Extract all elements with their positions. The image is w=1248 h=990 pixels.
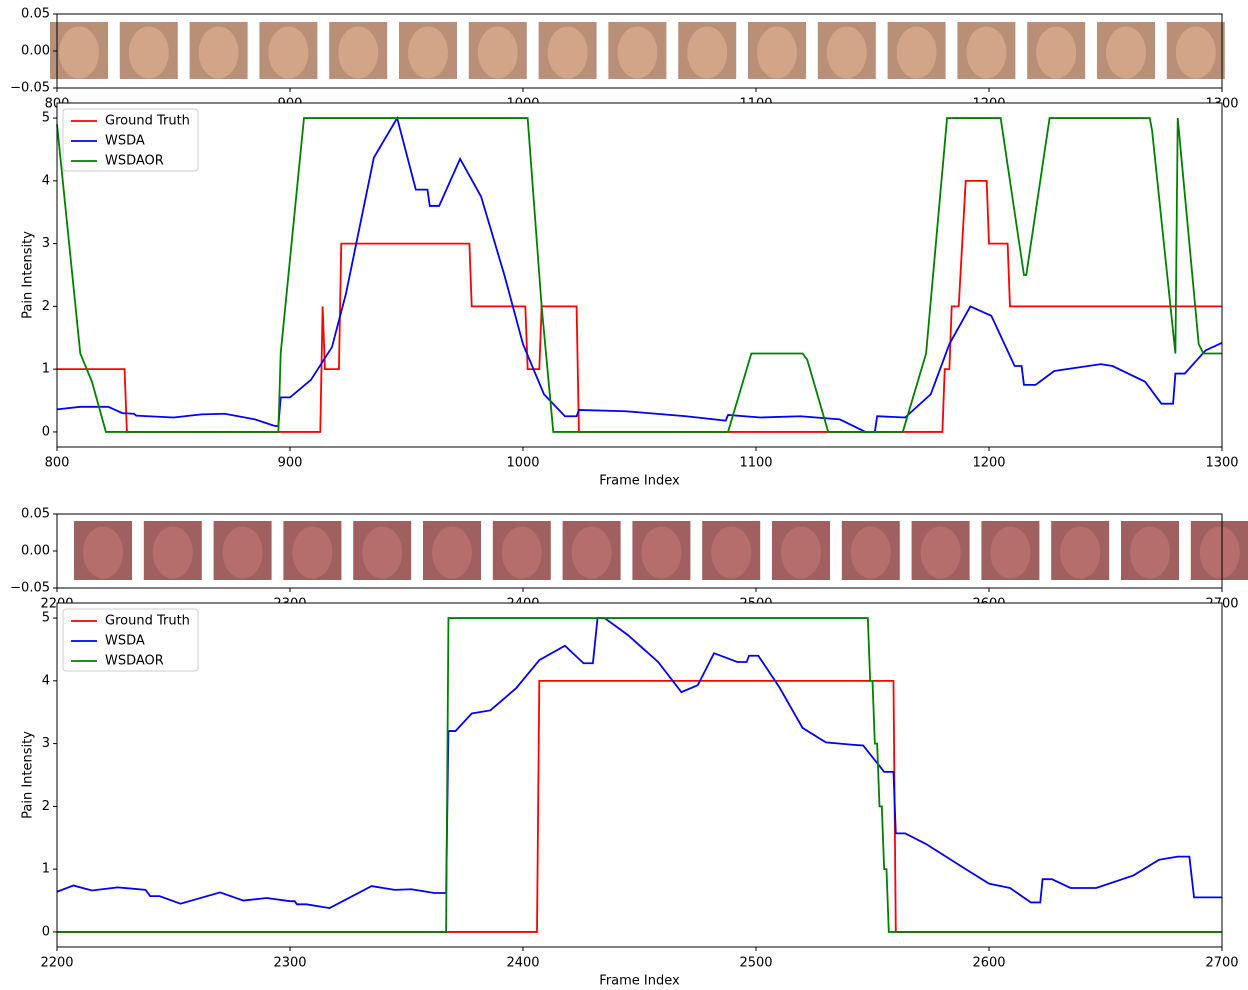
x-tick-label: 2400 — [506, 956, 539, 971]
x-axis-label: Frame Index — [599, 474, 680, 489]
face-shape — [966, 26, 1007, 79]
series-line — [57, 617, 1222, 933]
face-shape — [617, 26, 658, 79]
y-tick-label: 1 — [42, 862, 50, 877]
face-shape — [1175, 26, 1216, 79]
y-tick-label: 0 — [42, 424, 50, 439]
legend-label: Ground Truth — [105, 614, 190, 629]
y-axis-label: Pain Intensity — [21, 731, 36, 819]
y-tick-label: 0 — [42, 924, 50, 939]
y-tick-label: −0.05 — [10, 81, 50, 96]
face-shape — [432, 526, 472, 579]
x-tick-label: 1300 — [1205, 456, 1238, 471]
x-tick-label: 2300 — [273, 956, 306, 971]
face-shape — [268, 26, 309, 79]
face-shape — [152, 526, 193, 579]
series-line — [56, 115, 1223, 433]
y-tick-label: 1 — [42, 362, 50, 377]
face-shape — [1130, 526, 1170, 579]
face-shape — [501, 526, 542, 579]
face-shape — [920, 526, 961, 579]
plot-area — [57, 603, 1222, 947]
series-line — [56, 117, 1222, 433]
x-tick-label: 1100 — [739, 456, 772, 471]
face-shape — [408, 26, 448, 79]
x-tick-label: 900 — [278, 456, 303, 471]
legend-label: WSDA — [105, 134, 145, 149]
legend-box — [62, 108, 199, 172]
x-tick-label: 1200 — [972, 456, 1005, 471]
face-shape — [826, 26, 867, 79]
face-shape — [990, 526, 1031, 579]
face-shape — [292, 526, 333, 579]
x-tick-label: 2500 — [739, 956, 772, 971]
face-shape — [222, 526, 263, 579]
face-shape — [83, 526, 123, 579]
axes-frame — [56, 102, 1223, 448]
face-shape — [896, 26, 937, 79]
y-tick-label: −0.05 — [10, 581, 50, 596]
face-shape — [547, 26, 588, 79]
face-shape — [850, 526, 891, 579]
face-shape — [571, 526, 612, 579]
series-line — [56, 617, 1222, 910]
face-shape — [1199, 526, 1240, 579]
x-tick-label: 2200 — [40, 956, 73, 971]
face-shape — [59, 26, 99, 79]
plot-area — [57, 103, 1222, 447]
y-tick-label: 3 — [42, 236, 50, 251]
face-shape — [1036, 26, 1077, 79]
face-shape — [128, 26, 169, 79]
y-tick-label: 0.05 — [21, 507, 50, 522]
y-tick-label: 5 — [42, 111, 50, 126]
y-tick-label: 0.00 — [21, 544, 50, 559]
y-tick-label: 2 — [42, 799, 50, 814]
legend-label: WSDA — [105, 634, 145, 649]
legend-label: Ground Truth — [105, 114, 190, 129]
legend-box — [62, 608, 199, 672]
x-tick-label: 2700 — [1205, 956, 1238, 971]
legend: Ground Truth WSDA WSDAOR — [62, 108, 199, 172]
face-shape — [757, 26, 797, 79]
y-axis-label: Pain Intensity — [21, 231, 36, 319]
face-shape — [198, 26, 239, 79]
face-shape — [781, 526, 821, 579]
x-tick-label: 2600 — [972, 956, 1005, 971]
legend: Ground Truth WSDA WSDAOR — [62, 608, 199, 672]
face-shape — [687, 26, 728, 79]
y-tick-label: 4 — [42, 673, 50, 688]
legend-label: WSDAOR — [105, 154, 164, 169]
y-tick-label: 5 — [42, 611, 50, 626]
x-tick-label: 1000 — [506, 456, 539, 471]
x-tick-label: 800 — [45, 456, 70, 471]
x-axis-label: Frame Index — [599, 974, 680, 989]
face-shape — [711, 526, 752, 579]
y-tick-label: 2 — [42, 299, 50, 314]
y-tick-label: 4 — [42, 173, 50, 188]
y-tick-label: 0.00 — [21, 44, 50, 59]
face-shape — [641, 526, 682, 579]
y-tick-label: 0.05 — [21, 7, 50, 22]
axes-frame — [56, 602, 1223, 948]
face-shape — [1106, 26, 1146, 79]
face-shape — [362, 526, 403, 579]
face-shape — [338, 26, 379, 79]
face-shape — [477, 26, 518, 79]
y-tick-label: 3 — [42, 736, 50, 751]
face-shape — [1060, 526, 1101, 579]
legend-label: WSDAOR — [105, 654, 164, 669]
